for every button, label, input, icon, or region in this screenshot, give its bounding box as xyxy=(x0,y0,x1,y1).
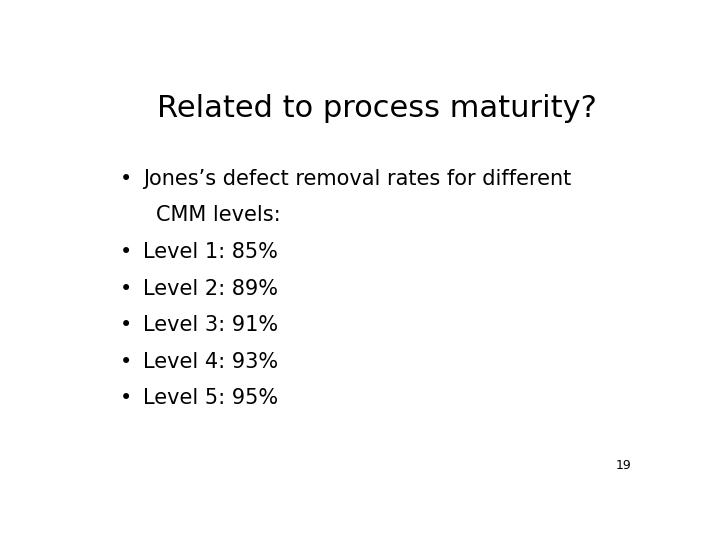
Text: •: • xyxy=(120,279,132,299)
Text: Jones’s defect removal rates for different: Jones’s defect removal rates for differe… xyxy=(143,168,571,189)
Text: Level 2: 89%: Level 2: 89% xyxy=(143,279,278,299)
Text: 19: 19 xyxy=(616,460,631,472)
Text: •: • xyxy=(120,388,132,408)
Text: Level 5: 95%: Level 5: 95% xyxy=(143,388,278,408)
Text: •: • xyxy=(120,242,132,262)
Text: •: • xyxy=(120,168,132,189)
Text: •: • xyxy=(120,315,132,335)
Text: Level 1: 85%: Level 1: 85% xyxy=(143,242,278,262)
Text: CMM levels:: CMM levels: xyxy=(156,205,281,225)
Text: Level 4: 93%: Level 4: 93% xyxy=(143,352,278,372)
Text: •: • xyxy=(120,352,132,372)
Text: Related to process maturity?: Related to process maturity? xyxy=(157,94,597,123)
Text: Level 3: 91%: Level 3: 91% xyxy=(143,315,278,335)
